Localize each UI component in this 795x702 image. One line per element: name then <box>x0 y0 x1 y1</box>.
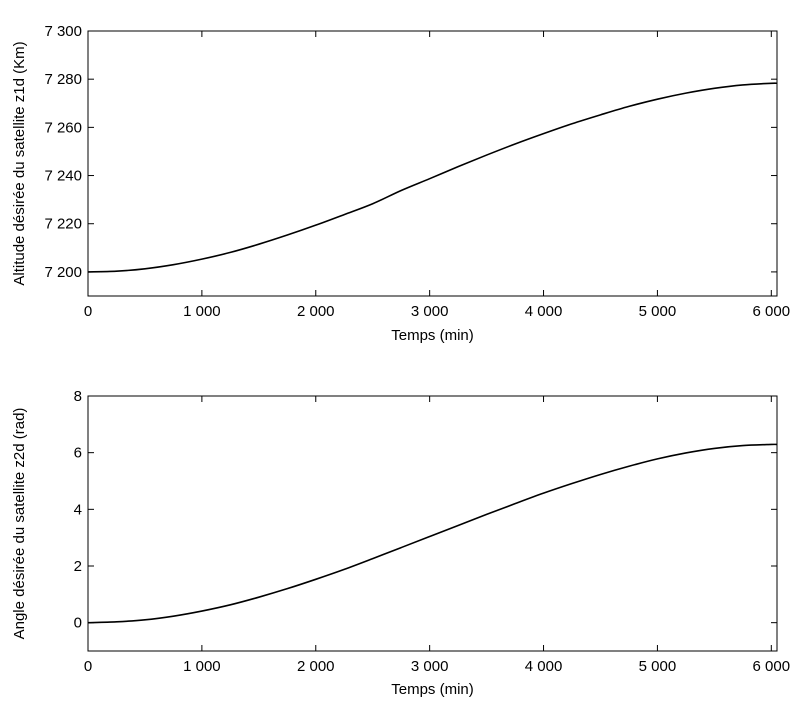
chart-1-x-tick-label: 1 000 <box>183 303 221 320</box>
chart-2-series-line <box>87 443 778 624</box>
chart-2-frame <box>87 395 778 652</box>
chart-2-x-tick-label: 2 000 <box>297 658 335 675</box>
chart-2-x-tick-label: 1 000 <box>183 658 221 675</box>
chart-1-frame <box>87 30 778 297</box>
chart-1-x-tick-label: 6 000 <box>753 303 791 320</box>
chart-2-y-tick-label: 2 <box>74 558 82 575</box>
chart-1-x-tick-label: 2 000 <box>297 303 335 320</box>
chart-2-x-axis-label: Temps (min) <box>391 681 474 698</box>
chart-1-x-tick-label: 4 000 <box>525 303 563 320</box>
chart-2-x-tick-label: 5 000 <box>639 658 677 675</box>
chart-2-y-tick-label: 0 <box>74 615 82 632</box>
chart-1-y-axis-label: Altitude désirée du satellite z1d (Km) <box>11 41 28 285</box>
chart-2: 0 1 000 2 000 3 000 4 000 5 000 6 000 0 2 4 6 8 Temp… <box>11 388 790 698</box>
chart-1-x-axis-label: Temps (min) <box>391 327 474 344</box>
chart-2-y-tick-label: 6 <box>74 445 82 462</box>
chart-2-x-tick-label: 0 <box>84 658 92 675</box>
chart-1-y-tick-label: 7 220 <box>44 216 82 233</box>
chart-2-y-tick-label: 8 <box>74 388 82 405</box>
chart-1-y-tick-label: 7 280 <box>44 71 82 88</box>
chart-2-x-tick-label: 4 000 <box>525 658 563 675</box>
chart-1-x-tick-label: 3 000 <box>411 303 449 320</box>
chart-2-y-axis-label: Angle désirée du satellite z2d (rad) <box>11 408 28 640</box>
chart-1-x-tick-label: 5 000 <box>639 303 677 320</box>
chart-1-y-tick-label: 7 300 <box>44 23 82 40</box>
chart-1-series-line <box>87 82 778 273</box>
chart-1-x-tick-label: 0 <box>84 303 92 320</box>
chart-1-y-tick-label: 7 240 <box>44 168 82 185</box>
chart-1-y-tick-label: 7 260 <box>44 119 82 136</box>
chart-2-y-tick-label: 4 <box>74 501 82 518</box>
chart-1: 0 1 000 2 000 3 000 4 000 5 000 6 000 7 200 7 22… <box>11 23 790 344</box>
chart-1-y-tick-label: 7 200 <box>44 264 82 281</box>
chart-2-x-tick-label: 3 000 <box>411 658 449 675</box>
chart-2-x-tick-label: 6 000 <box>753 658 791 675</box>
